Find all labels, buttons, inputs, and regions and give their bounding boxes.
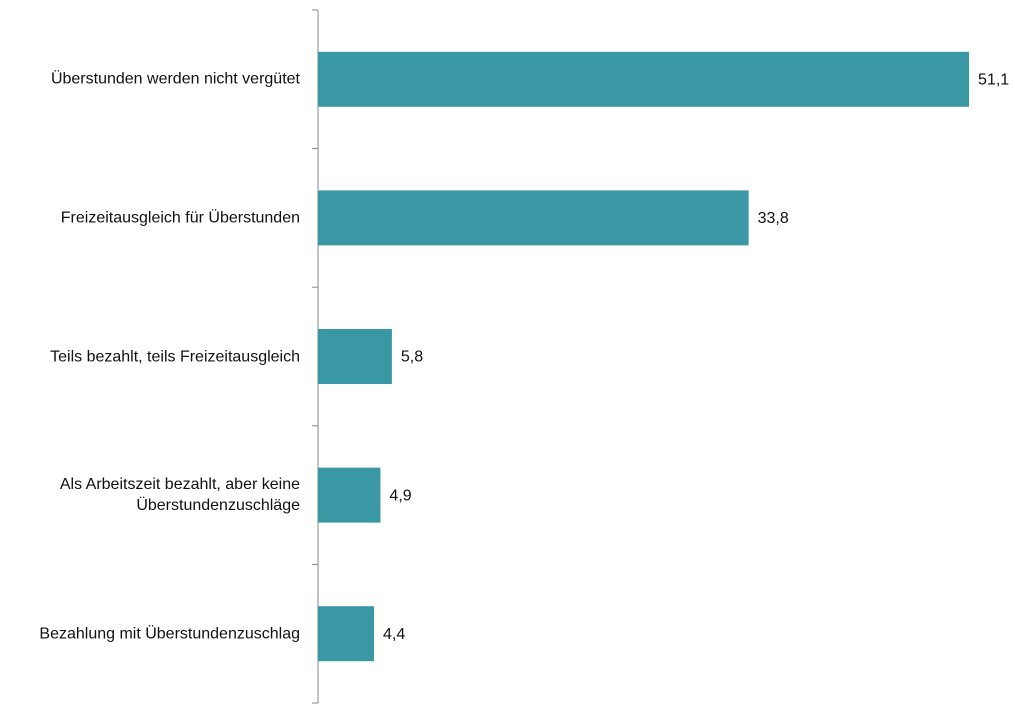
category-label: Teils bezahlt, teils Freizeitausgleich [50, 348, 300, 365]
value-label: 4,9 [389, 487, 411, 504]
category-label: Überstunden werden nicht vergütet [50, 70, 300, 88]
value-label: 4,4 [383, 626, 405, 643]
bar [318, 467, 381, 523]
category-label: Freizeitausgleich für Überstunden [60, 209, 300, 227]
bar [318, 190, 749, 246]
bar [318, 329, 392, 384]
category-label: Als Arbeitszeit bezahlt, aber keine Über… [59, 476, 300, 515]
bar [318, 51, 970, 107]
value-label: 5,8 [401, 349, 423, 366]
category-label: Bezahlung mit Überstundenzuschlag [39, 625, 300, 643]
value-label: 33,8 [758, 210, 789, 227]
bar [318, 606, 375, 662]
value-label: 51,1 [978, 72, 1009, 89]
